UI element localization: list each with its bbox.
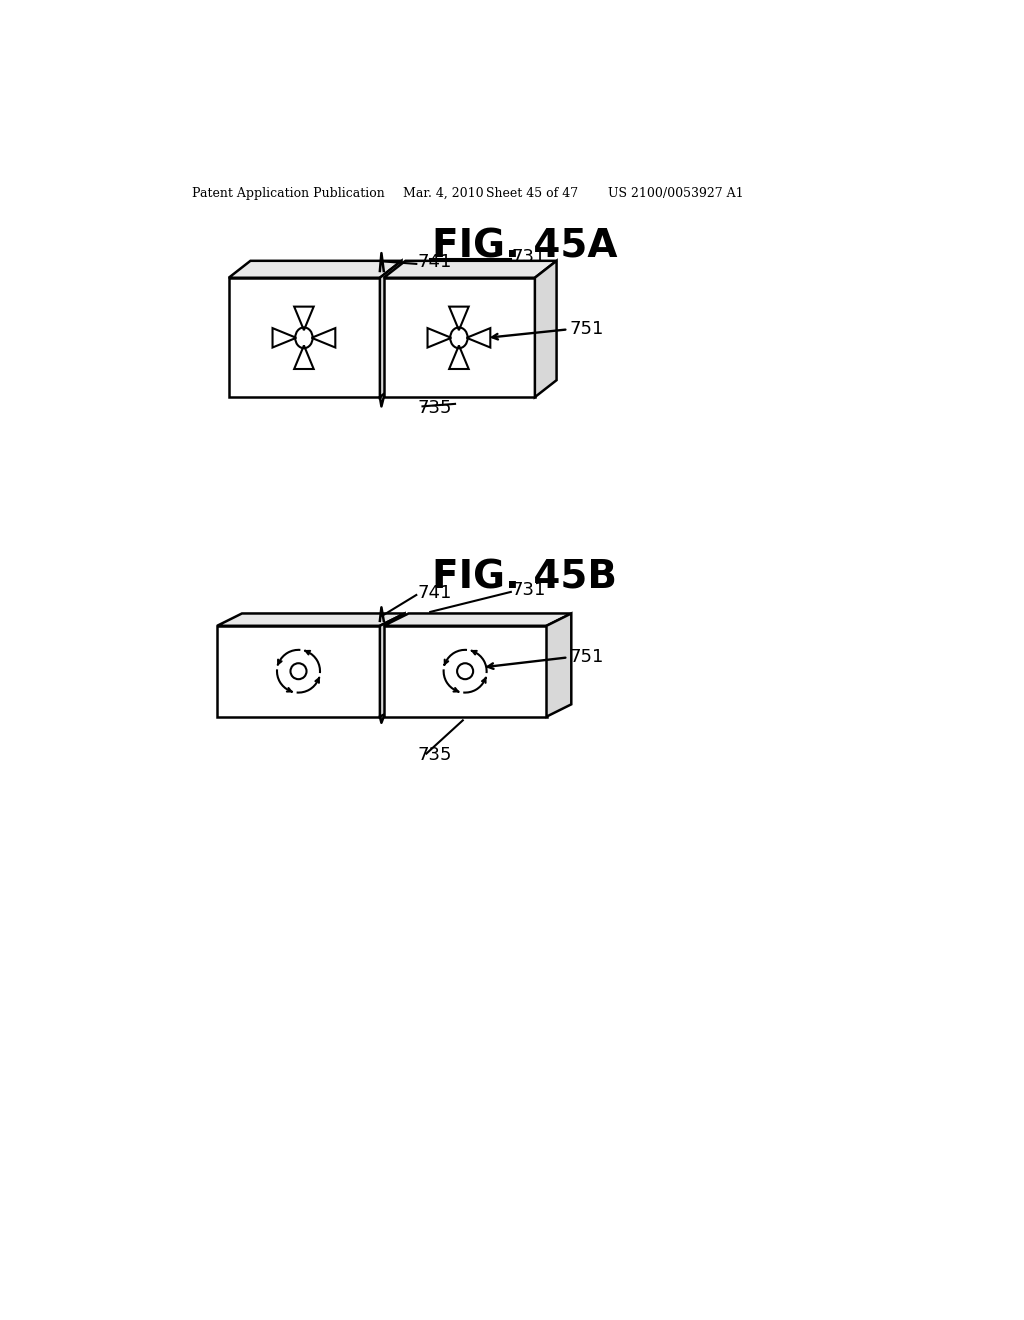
Polygon shape bbox=[380, 261, 401, 397]
Text: 731: 731 bbox=[512, 581, 546, 598]
Text: 751: 751 bbox=[569, 321, 604, 338]
Polygon shape bbox=[384, 614, 571, 626]
Text: Sheet 45 of 47: Sheet 45 of 47 bbox=[486, 187, 579, 199]
Polygon shape bbox=[547, 614, 571, 717]
Polygon shape bbox=[217, 626, 380, 717]
Polygon shape bbox=[217, 614, 404, 626]
Text: 735: 735 bbox=[417, 746, 452, 764]
Polygon shape bbox=[384, 626, 547, 717]
Text: 741: 741 bbox=[417, 253, 452, 272]
Polygon shape bbox=[380, 614, 404, 717]
Polygon shape bbox=[384, 277, 535, 397]
Text: Mar. 4, 2010: Mar. 4, 2010 bbox=[403, 187, 483, 199]
Text: FIG. 45B: FIG. 45B bbox=[432, 558, 617, 597]
Text: 741: 741 bbox=[417, 585, 452, 602]
Text: Patent Application Publication: Patent Application Publication bbox=[191, 187, 384, 199]
Polygon shape bbox=[535, 261, 557, 397]
Text: FIG. 45A: FIG. 45A bbox=[432, 227, 617, 265]
Text: 731: 731 bbox=[512, 248, 546, 265]
Text: US 2100/0053927 A1: US 2100/0053927 A1 bbox=[608, 187, 744, 199]
Polygon shape bbox=[384, 261, 557, 277]
Text: 735: 735 bbox=[417, 399, 452, 417]
Polygon shape bbox=[228, 277, 380, 397]
Text: 751: 751 bbox=[569, 648, 604, 667]
Polygon shape bbox=[228, 261, 401, 277]
